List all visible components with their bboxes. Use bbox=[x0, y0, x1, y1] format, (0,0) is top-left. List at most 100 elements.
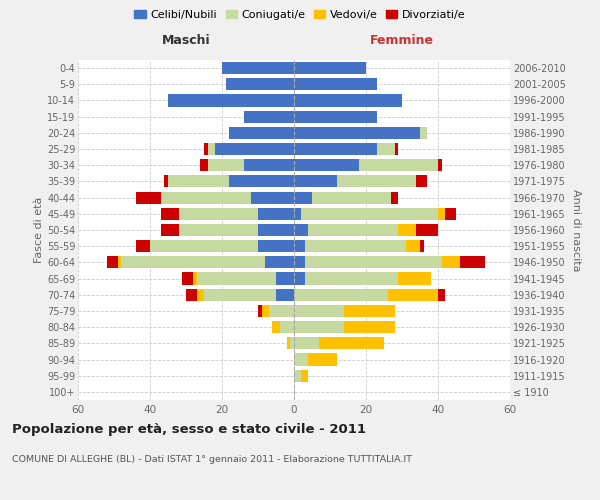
Bar bbox=[294, 143, 377, 155]
Bar bbox=[294, 110, 377, 122]
Bar bbox=[377, 143, 395, 155]
Bar bbox=[258, 208, 294, 220]
Bar bbox=[121, 256, 265, 268]
Bar bbox=[305, 256, 442, 268]
Bar bbox=[294, 192, 312, 203]
Bar bbox=[308, 354, 337, 366]
Bar bbox=[312, 192, 391, 203]
Bar bbox=[305, 272, 398, 284]
Y-axis label: Anni di nascita: Anni di nascita bbox=[571, 188, 581, 271]
Bar bbox=[294, 62, 366, 74]
Bar bbox=[244, 110, 294, 122]
Bar bbox=[406, 240, 420, 252]
Legend: Celibi/Nubili, Coniugati/e, Vedovi/e, Divorziati/e: Celibi/Nubili, Coniugati/e, Vedovi/e, Di… bbox=[130, 6, 470, 25]
Bar bbox=[280, 321, 294, 333]
Bar bbox=[229, 176, 294, 188]
Bar bbox=[229, 127, 294, 139]
Bar bbox=[438, 159, 442, 172]
Bar bbox=[197, 272, 276, 284]
Bar bbox=[294, 354, 308, 366]
Bar bbox=[344, 321, 395, 333]
Bar bbox=[388, 288, 438, 301]
Bar bbox=[161, 224, 179, 236]
Bar bbox=[294, 208, 301, 220]
Bar bbox=[294, 94, 402, 106]
Bar bbox=[215, 143, 294, 155]
Bar bbox=[244, 159, 294, 172]
Bar bbox=[276, 272, 294, 284]
Bar bbox=[179, 208, 258, 220]
Bar bbox=[294, 370, 301, 382]
Bar bbox=[438, 208, 445, 220]
Bar bbox=[398, 272, 431, 284]
Bar bbox=[258, 240, 294, 252]
Bar bbox=[182, 272, 193, 284]
Bar bbox=[395, 143, 398, 155]
Bar bbox=[258, 305, 262, 317]
Bar bbox=[193, 272, 197, 284]
Bar bbox=[258, 224, 294, 236]
Bar bbox=[269, 305, 294, 317]
Text: COMUNE DI ALLEGHE (BL) - Dati ISTAT 1° gennaio 2011 - Elaborazione TUTTITALIA.IT: COMUNE DI ALLEGHE (BL) - Dati ISTAT 1° g… bbox=[12, 455, 412, 464]
Bar bbox=[294, 240, 305, 252]
Bar bbox=[161, 208, 179, 220]
Bar bbox=[164, 176, 168, 188]
Bar bbox=[200, 159, 208, 172]
Bar bbox=[294, 78, 377, 90]
Bar bbox=[294, 256, 305, 268]
Bar bbox=[168, 176, 229, 188]
Bar bbox=[265, 256, 294, 268]
Bar bbox=[305, 240, 406, 252]
Bar bbox=[150, 240, 258, 252]
Bar bbox=[319, 338, 384, 349]
Bar bbox=[136, 240, 150, 252]
Bar bbox=[168, 94, 294, 106]
Text: Maschi: Maschi bbox=[161, 34, 211, 48]
Bar bbox=[118, 256, 121, 268]
Bar bbox=[186, 288, 197, 301]
Bar bbox=[204, 143, 208, 155]
Bar bbox=[420, 127, 427, 139]
Bar bbox=[262, 305, 269, 317]
Bar bbox=[294, 338, 319, 349]
Bar bbox=[294, 272, 305, 284]
Text: Femmine: Femmine bbox=[370, 34, 434, 48]
Bar bbox=[359, 159, 438, 172]
Bar bbox=[294, 127, 420, 139]
Bar bbox=[294, 176, 337, 188]
Bar bbox=[287, 338, 290, 349]
Bar bbox=[442, 256, 460, 268]
Bar bbox=[460, 256, 485, 268]
Bar bbox=[197, 288, 204, 301]
Bar bbox=[272, 321, 280, 333]
Bar bbox=[161, 192, 251, 203]
Bar bbox=[416, 176, 427, 188]
Bar bbox=[294, 321, 344, 333]
Bar bbox=[226, 78, 294, 90]
Bar bbox=[222, 62, 294, 74]
Text: Popolazione per età, sesso e stato civile - 2011: Popolazione per età, sesso e stato civil… bbox=[12, 422, 366, 436]
Bar bbox=[438, 288, 445, 301]
Bar bbox=[301, 370, 308, 382]
Bar bbox=[337, 176, 416, 188]
Bar bbox=[276, 288, 294, 301]
Bar bbox=[294, 224, 308, 236]
Bar bbox=[294, 288, 388, 301]
Y-axis label: Fasce di età: Fasce di età bbox=[34, 197, 44, 263]
Bar bbox=[294, 305, 344, 317]
Bar bbox=[391, 192, 398, 203]
Bar bbox=[420, 240, 424, 252]
Bar bbox=[136, 192, 161, 203]
Bar bbox=[294, 159, 359, 172]
Bar bbox=[251, 192, 294, 203]
Bar bbox=[344, 305, 395, 317]
Bar bbox=[301, 208, 438, 220]
Bar bbox=[208, 159, 244, 172]
Bar bbox=[398, 224, 416, 236]
Bar bbox=[445, 208, 456, 220]
Bar bbox=[107, 256, 118, 268]
Bar bbox=[208, 143, 215, 155]
Bar bbox=[204, 288, 276, 301]
Bar bbox=[416, 224, 438, 236]
Bar bbox=[290, 338, 294, 349]
